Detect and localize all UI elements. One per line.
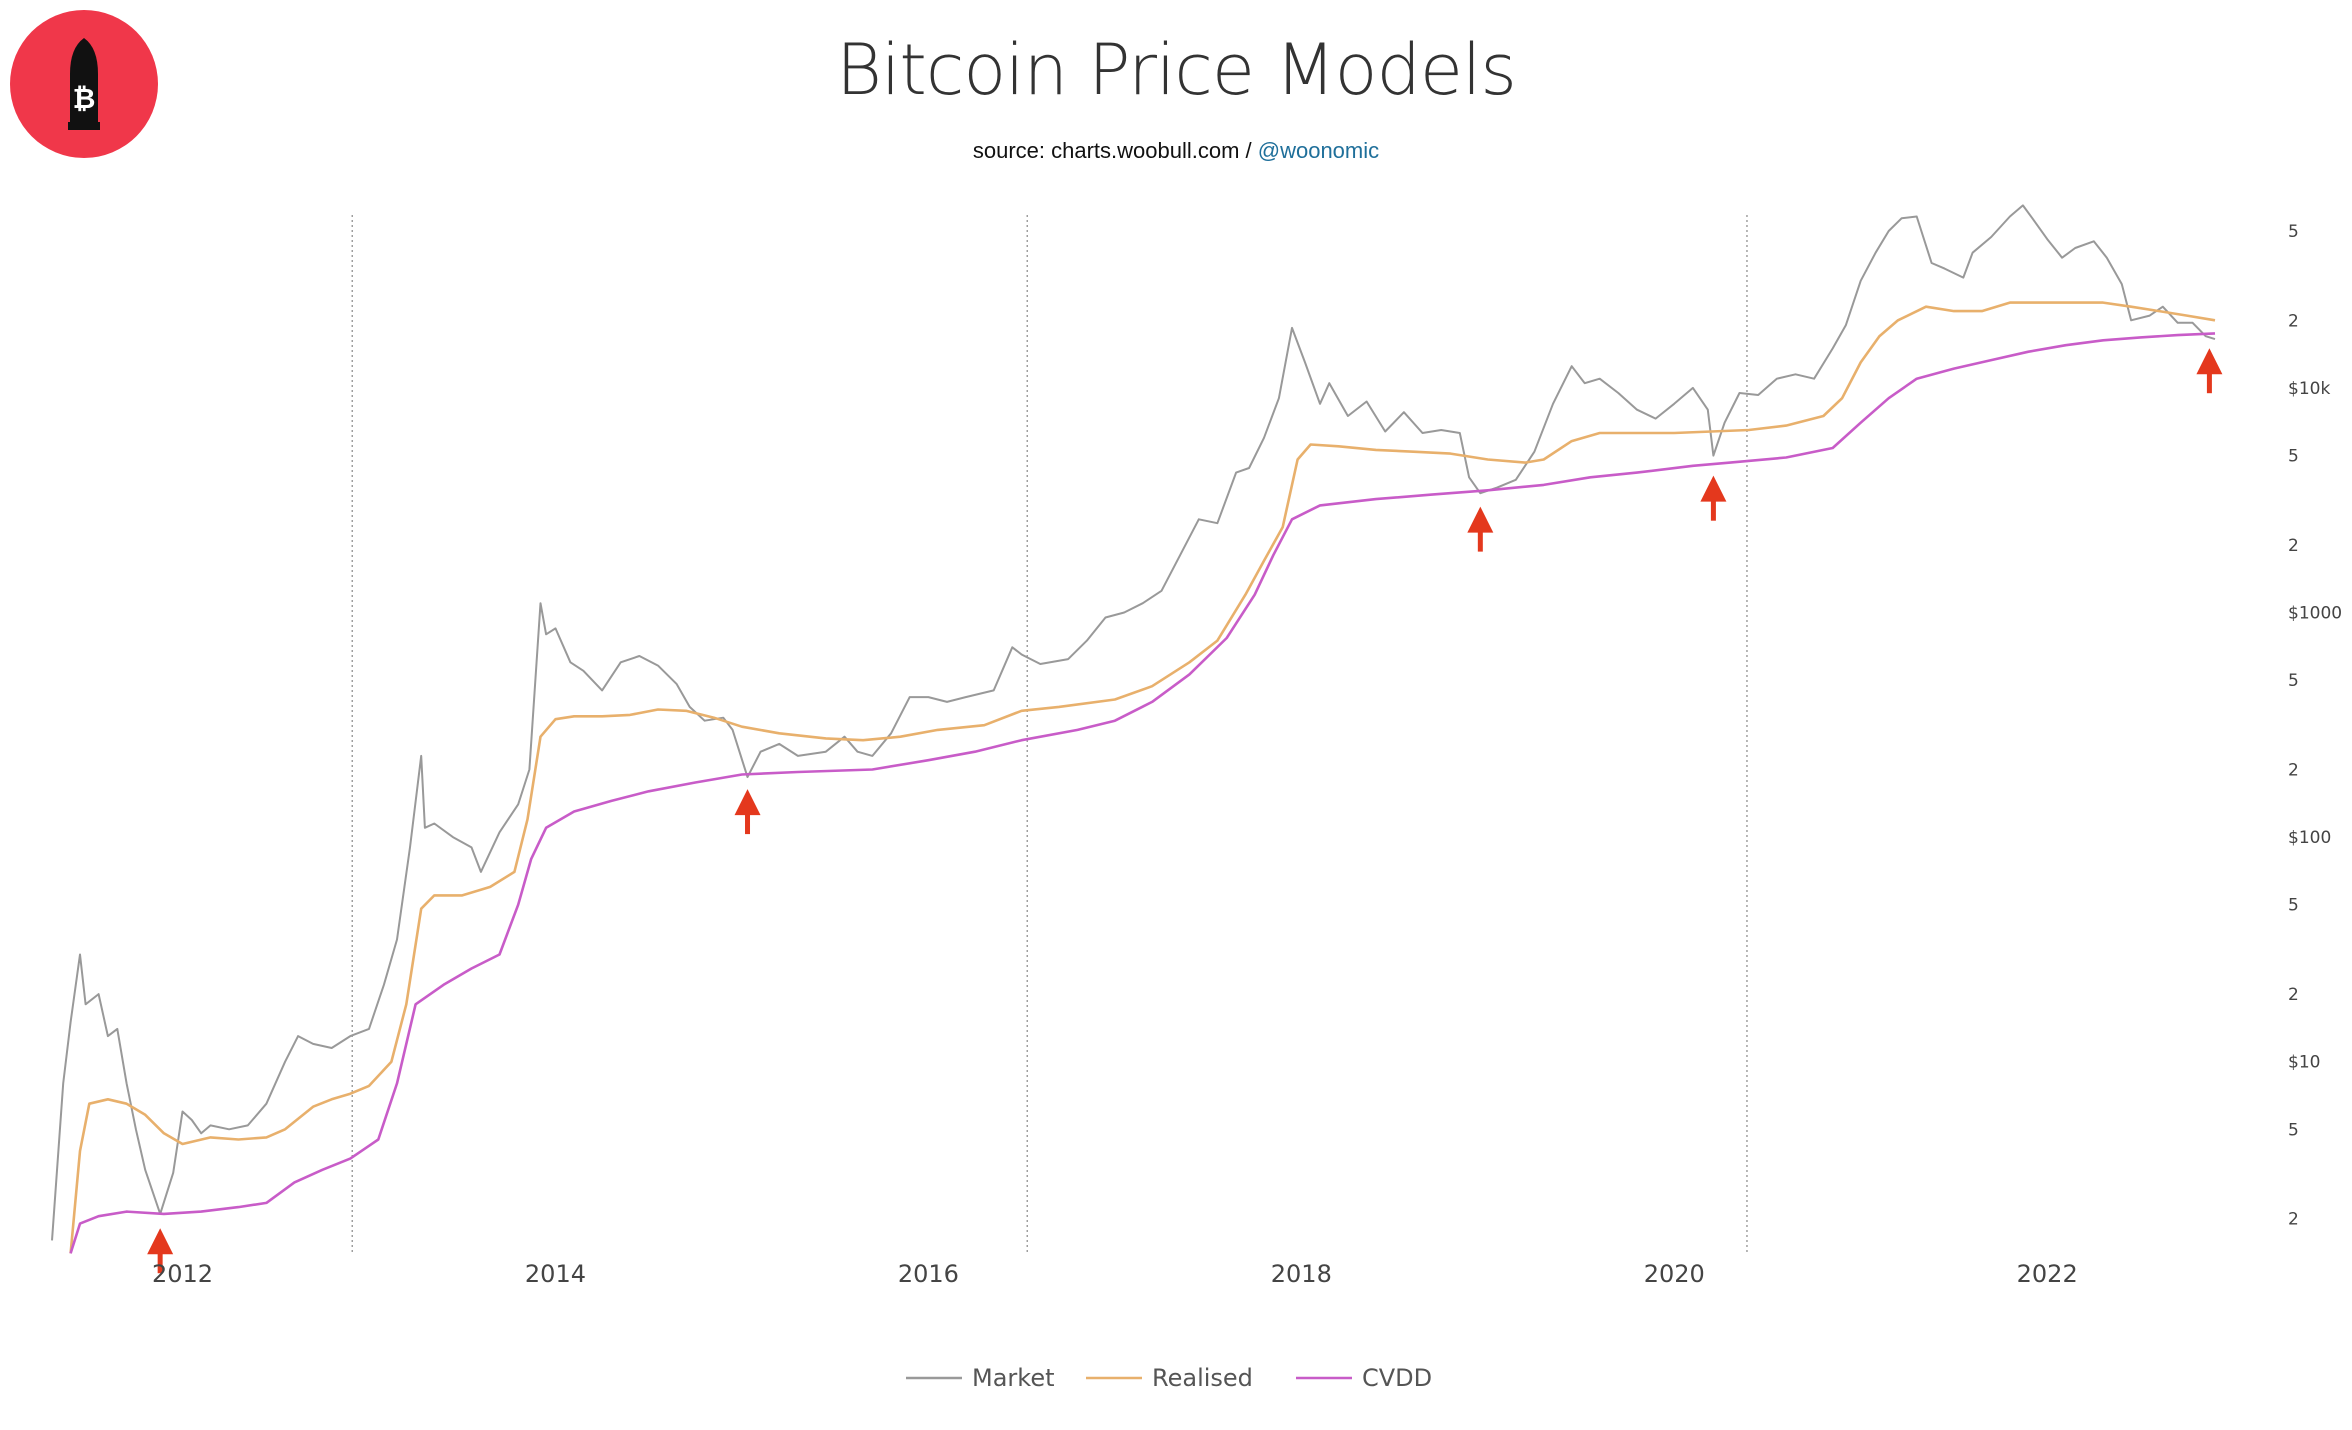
source-credit: source: charts.woobull.com / @woonomic <box>0 138 2352 164</box>
legend-item-realised[interactable]: Realised <box>1086 1364 1253 1392</box>
series-line-realised <box>69 301 2216 1254</box>
y-tick-label: 2 <box>2288 1210 2299 1230</box>
bottom-arrow <box>1467 506 1494 552</box>
bottom-arrow <box>1700 475 1727 521</box>
y-tick-label: 2 <box>2288 985 2299 1005</box>
series-line-market <box>51 204 2216 1241</box>
x-tick-label: 2022 <box>2017 1260 2078 1288</box>
x-tick-label: 2014 <box>525 1260 586 1288</box>
source-prefix: source: charts.woobull.com / <box>972 138 1252 163</box>
bottom-arrows <box>147 348 2223 1274</box>
y-tick-label: $10k <box>2288 379 2330 399</box>
logo: ₿ <box>10 10 158 158</box>
legend-label: Realised <box>1152 1364 1253 1392</box>
y-tick-label: 5 <box>2288 447 2299 467</box>
y-axis-right: 2 5 $10 2 5 $100 2 5 $1000 2 5 $10k 2 5 <box>2288 222 2342 1230</box>
bottom-arrow <box>147 1228 174 1274</box>
x-tick-label: 2020 <box>1644 1260 1705 1288</box>
series-line-cvdd <box>69 332 2216 1254</box>
page-title: Bitcoin Price Models <box>836 29 1517 111</box>
legend: Market Realised CVDD <box>906 1364 1432 1392</box>
y-tick-label: 5 <box>2288 1120 2299 1140</box>
series-lines <box>51 204 2216 1254</box>
legend-label: Market <box>972 1364 1055 1392</box>
y-tick-label: 2 <box>2288 311 2299 331</box>
y-tick-label: 2 <box>2288 536 2299 556</box>
y-tick-label: $100 <box>2288 828 2331 848</box>
bitcoin-bullet-icon: ₿ <box>68 38 100 130</box>
legend-item-market[interactable]: Market <box>906 1364 1055 1392</box>
y-tick-label: 5 <box>2288 896 2299 916</box>
x-tick-label: 2018 <box>1271 1260 1332 1288</box>
y-tick-label: $10 <box>2288 1053 2320 1073</box>
x-tick-label: 2016 <box>898 1260 959 1288</box>
legend-label: CVDD <box>1362 1364 1432 1392</box>
y-tick-label: 5 <box>2288 671 2299 691</box>
x-tick-label: 2012 <box>152 1260 213 1288</box>
legend-item-cvdd[interactable]: CVDD <box>1296 1364 1432 1392</box>
bottom-arrow <box>734 789 761 835</box>
y-tick-label: 5 <box>2288 222 2299 242</box>
source-handle-link[interactable]: @woonomic <box>1257 138 1380 163</box>
y-tick-label: 2 <box>2288 760 2299 780</box>
x-axis: 2012 2014 2016 2018 2020 2022 <box>152 1260 2078 1288</box>
logo-glyph: ₿ <box>73 82 96 115</box>
bottom-arrow <box>2196 348 2223 394</box>
y-tick-label: $1000 <box>2288 604 2342 624</box>
halving-lines <box>351 215 1748 1252</box>
